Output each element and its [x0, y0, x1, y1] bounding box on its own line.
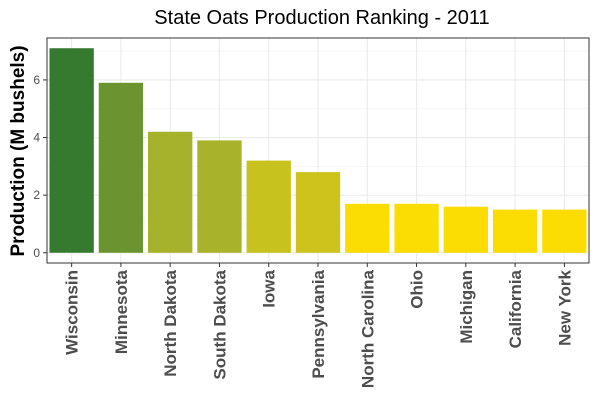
x-tick-label: California [506, 269, 525, 348]
bar-michigan [443, 206, 488, 253]
y-axis: 0 2 4 6 [33, 73, 47, 260]
bar-north-carolina [345, 203, 390, 253]
bar-ohio [394, 203, 439, 253]
bar-minnesota [98, 82, 144, 253]
bar-pennsylvania [295, 172, 341, 253]
bars-group [49, 48, 587, 253]
x-tick-label: Minnesota [112, 269, 131, 354]
bar-south-dakota [197, 140, 242, 253]
y-tick-label: 2 [33, 188, 40, 202]
y-tick-label: 0 [33, 246, 40, 260]
bar-new-york [542, 209, 587, 253]
y-axis-label: Production (M bushels) [8, 45, 29, 256]
x-axis: Wisconsin Minnesota North Dakota South Dako… [63, 263, 574, 388]
y-tick-label: 4 [33, 131, 40, 145]
bar-iowa [246, 160, 291, 253]
x-tick-label: New York [555, 269, 574, 345]
x-tick-label: North Carolina [358, 269, 377, 388]
x-tick-label: South Dakota [210, 269, 229, 379]
x-tick-label: Pennsylvania [309, 269, 328, 378]
bar-north-dakota [148, 131, 193, 253]
bar-california [492, 209, 538, 253]
x-tick-label: Michigan [457, 270, 476, 344]
chart-title: State Oats Production Ranking - 2011 [154, 7, 489, 29]
x-tick-label: North Dakota [161, 269, 180, 376]
y-tick-label: 6 [33, 73, 40, 87]
x-tick-label: Ohio [408, 270, 427, 309]
x-tick-label: Wisconsin [63, 270, 82, 355]
bar-wisconsin [49, 48, 94, 253]
plot-area [46, 37, 590, 264]
x-tick-label: Iowa [260, 269, 279, 307]
